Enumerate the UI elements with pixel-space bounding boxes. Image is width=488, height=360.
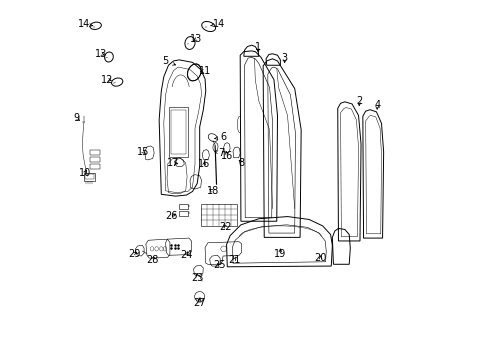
Bar bbox=[90, 164, 100, 169]
Bar bbox=[85, 174, 94, 179]
Bar bbox=[179, 204, 188, 209]
Bar bbox=[90, 150, 100, 155]
Text: 13: 13 bbox=[189, 34, 202, 44]
Text: 25: 25 bbox=[213, 260, 225, 270]
Text: 13: 13 bbox=[95, 49, 107, 59]
Text: 22: 22 bbox=[219, 222, 232, 232]
Text: 14: 14 bbox=[210, 19, 225, 29]
Text: 21: 21 bbox=[228, 255, 240, 265]
Bar bbox=[171, 111, 185, 154]
Text: 17: 17 bbox=[167, 158, 179, 168]
Text: 24: 24 bbox=[180, 249, 192, 260]
Text: 26: 26 bbox=[164, 211, 177, 221]
Text: 16: 16 bbox=[198, 159, 210, 169]
Text: 19: 19 bbox=[274, 248, 286, 258]
Text: 4: 4 bbox=[373, 100, 380, 110]
Text: 5: 5 bbox=[162, 56, 175, 66]
Bar bbox=[83, 173, 95, 181]
Bar bbox=[90, 157, 100, 162]
Text: 20: 20 bbox=[314, 253, 326, 263]
Text: 27: 27 bbox=[193, 298, 205, 308]
Bar bbox=[169, 107, 187, 157]
Text: 14: 14 bbox=[78, 19, 93, 29]
Text: 6: 6 bbox=[214, 132, 225, 142]
Text: 11: 11 bbox=[199, 66, 211, 76]
Text: 8: 8 bbox=[238, 158, 244, 168]
Text: 10: 10 bbox=[79, 168, 91, 178]
Text: 2: 2 bbox=[355, 96, 362, 106]
Text: 9: 9 bbox=[74, 113, 80, 123]
Text: 12: 12 bbox=[101, 75, 114, 85]
Text: 29: 29 bbox=[127, 248, 140, 258]
Text: 18: 18 bbox=[206, 186, 219, 197]
Text: 15: 15 bbox=[137, 147, 149, 157]
Text: 23: 23 bbox=[191, 273, 203, 283]
Text: 1: 1 bbox=[255, 42, 261, 52]
Bar bbox=[201, 204, 236, 226]
Text: 16: 16 bbox=[221, 150, 233, 161]
Text: 7: 7 bbox=[214, 148, 224, 158]
Bar bbox=[179, 211, 188, 216]
Text: 3: 3 bbox=[281, 53, 287, 63]
Text: 28: 28 bbox=[145, 255, 158, 265]
